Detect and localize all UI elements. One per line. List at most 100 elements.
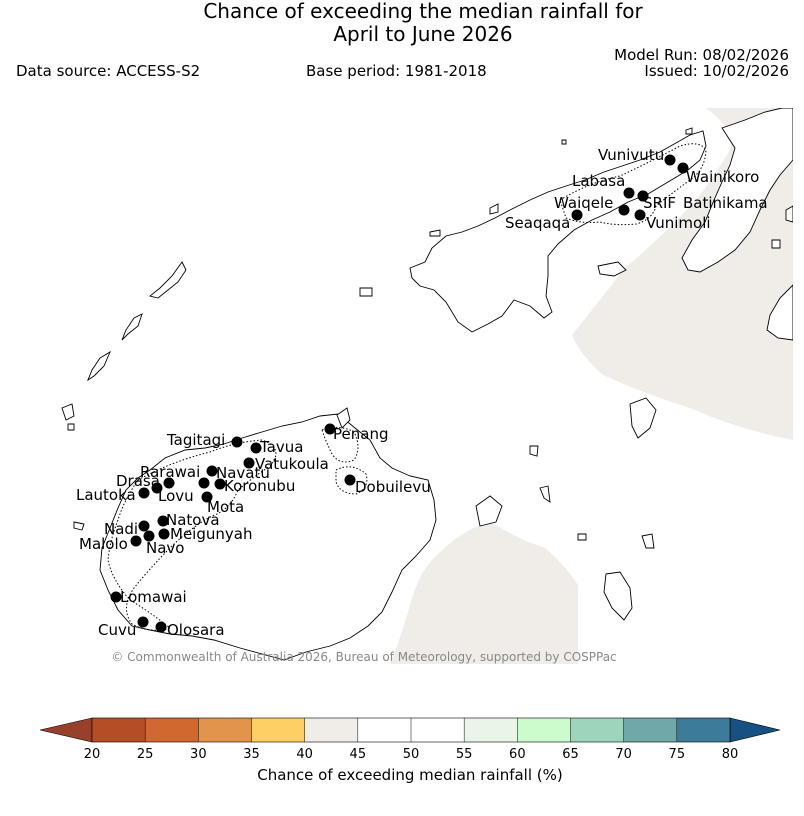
station-label-koronubu: Koronubu (224, 477, 295, 495)
station-marker-malolo (130, 535, 142, 547)
station-label-vunivutu: Vunivutu (598, 146, 664, 164)
colorbar-segment-70-75 (623, 718, 677, 742)
station-label-olosara: Olosara (167, 621, 225, 639)
eastern-islet-2 (771, 239, 781, 249)
colorbar-segment-75-80 (676, 718, 730, 742)
kioa-island (359, 287, 373, 297)
station-marker-tavua (250, 442, 262, 454)
station-label-labasa: Labasa (572, 172, 625, 190)
station-label-navo: Navo (146, 539, 184, 557)
station-label-mota: Mota (207, 498, 244, 516)
colorbar-tick-40: 40 (296, 747, 313, 762)
mamanuca-island-3 (73, 521, 85, 531)
station-label-meigunyah: Meigunyah (170, 525, 252, 543)
colorbar-tick-35: 35 (243, 747, 260, 762)
station-marker-tagitagi (231, 436, 243, 448)
mamanuca-island-2 (67, 423, 75, 431)
mamanuca-island-1 (61, 403, 75, 421)
station-marker-seaqaqa (571, 209, 583, 221)
colorbar-tick-45: 45 (350, 747, 367, 762)
chart-title: Chance of exceeding the median rainfall … (0, 0, 804, 46)
northern-islet-2 (429, 229, 441, 237)
station-marker-vunivutu (664, 154, 676, 166)
station-marker-olosara (155, 621, 167, 633)
station-marker-vatukoula (243, 457, 255, 469)
station-marker-lomawai (110, 591, 122, 603)
northern-islet-1 (489, 203, 499, 215)
colorbar-segment-65-70 (570, 718, 624, 742)
lau-island-5 (577, 533, 587, 541)
copyright-notice: © Commonwealth of Australia 2026, Bureau… (111, 650, 616, 664)
colorbar-segment-30-35 (198, 718, 252, 742)
station-label-lovu: Lovu (158, 487, 194, 505)
station-marker-nadi (138, 520, 150, 532)
station-label-waiqele: Waiqele (554, 194, 613, 212)
yasawa-islands-north (149, 261, 187, 299)
colorbar-segment-55-60 (464, 718, 518, 742)
station-label-seaqaqa: Seaqaqa (505, 214, 570, 232)
colorbar-title: Chance of exceeding median rainfall (%) (257, 766, 562, 784)
eastern-island (766, 284, 793, 341)
colorbar: 20 25 30 35 40 45 50 55 60 65 70 75 80 (39, 717, 781, 762)
station-marker-lautoka (138, 487, 150, 499)
ovalau-island (336, 407, 351, 429)
data-source-label: Data source: ACCESS-S2 (16, 62, 201, 80)
station-marker-meigunyah (158, 528, 170, 540)
colorbar-segment-20-25 (92, 718, 146, 742)
station-label-batinikama: Batinikama (683, 194, 768, 212)
station-label-cuvu: Cuvu (98, 621, 136, 639)
gau-island (603, 571, 633, 621)
penang-region (321, 426, 359, 463)
colorbar-tick-25: 25 (137, 747, 154, 762)
koro-island (475, 495, 503, 527)
station-regions (107, 143, 707, 631)
station-label-srif: SRIF (643, 194, 676, 212)
title-line-1: Chance of exceeding the median rainfall … (203, 0, 643, 23)
station-marker-mota (201, 491, 213, 503)
station-label-wainikoro: Wainikoro (686, 168, 759, 186)
colorbar-segment-50-55 (411, 718, 465, 742)
colorbar-tick-20: 20 (84, 747, 101, 762)
station-marker-navatu (198, 477, 210, 489)
issued-label: Issued: 10/02/2026 (644, 62, 789, 80)
colorbar-tick-65: 65 (562, 747, 579, 762)
station-marker-batinikama (637, 190, 649, 202)
colorbar-under-arrow (39, 717, 93, 743)
station-label-lautoka: Lautoka (76, 486, 136, 504)
station-label-nadi: Nadi (104, 520, 138, 538)
yasawa-islands-mid (121, 313, 143, 341)
station-marker-wainikoro (677, 162, 689, 174)
stations: Vunivutu Wainikoro Labasa Waiqele SRIF Batini… (76, 146, 768, 639)
station-label-tagitagi: Tagitagi (166, 431, 225, 449)
colorbar-segment-60-65 (517, 718, 571, 742)
lau-island-3 (529, 445, 539, 457)
station-marker-lovu (151, 482, 163, 494)
station-label-vatukoula: Vatukoula (255, 455, 329, 473)
station-marker-koronubu (214, 478, 226, 490)
colorbar-tick-30: 30 (190, 747, 207, 762)
colorbar-segment-25-30 (145, 718, 199, 742)
colorbar-tick-75: 75 (669, 747, 686, 762)
taveuni-island (681, 108, 793, 273)
northern-islet-3 (561, 139, 567, 145)
lau-island-1 (629, 397, 657, 439)
station-label-navatu: Navatu (216, 464, 270, 482)
station-marker-vunimoli (634, 209, 646, 221)
eastern-islet-1 (785, 205, 793, 223)
station-marker-labasa (623, 187, 635, 199)
base-period-label: Base period: 1981-2018 (306, 62, 487, 80)
ocean-fill-southeast (390, 522, 578, 664)
colorbar-segment-40-45 (304, 718, 358, 742)
station-marker-natova (157, 515, 169, 527)
model-run-label: Model Run: 08/02/2026 (614, 46, 789, 64)
station-label-lomawai: Lomawai (120, 588, 187, 606)
station-label-penang: Penang (333, 425, 388, 443)
colorbar-segment-35-40 (251, 718, 305, 742)
colorbar-tick-80: 80 (722, 747, 739, 762)
northern-islet-4 (685, 127, 693, 135)
yasawa-islands-south (87, 350, 111, 382)
rabi-island (597, 261, 627, 277)
vanua-levu-island (409, 130, 707, 333)
station-label-vunimoli: Vunimoli (646, 214, 711, 232)
